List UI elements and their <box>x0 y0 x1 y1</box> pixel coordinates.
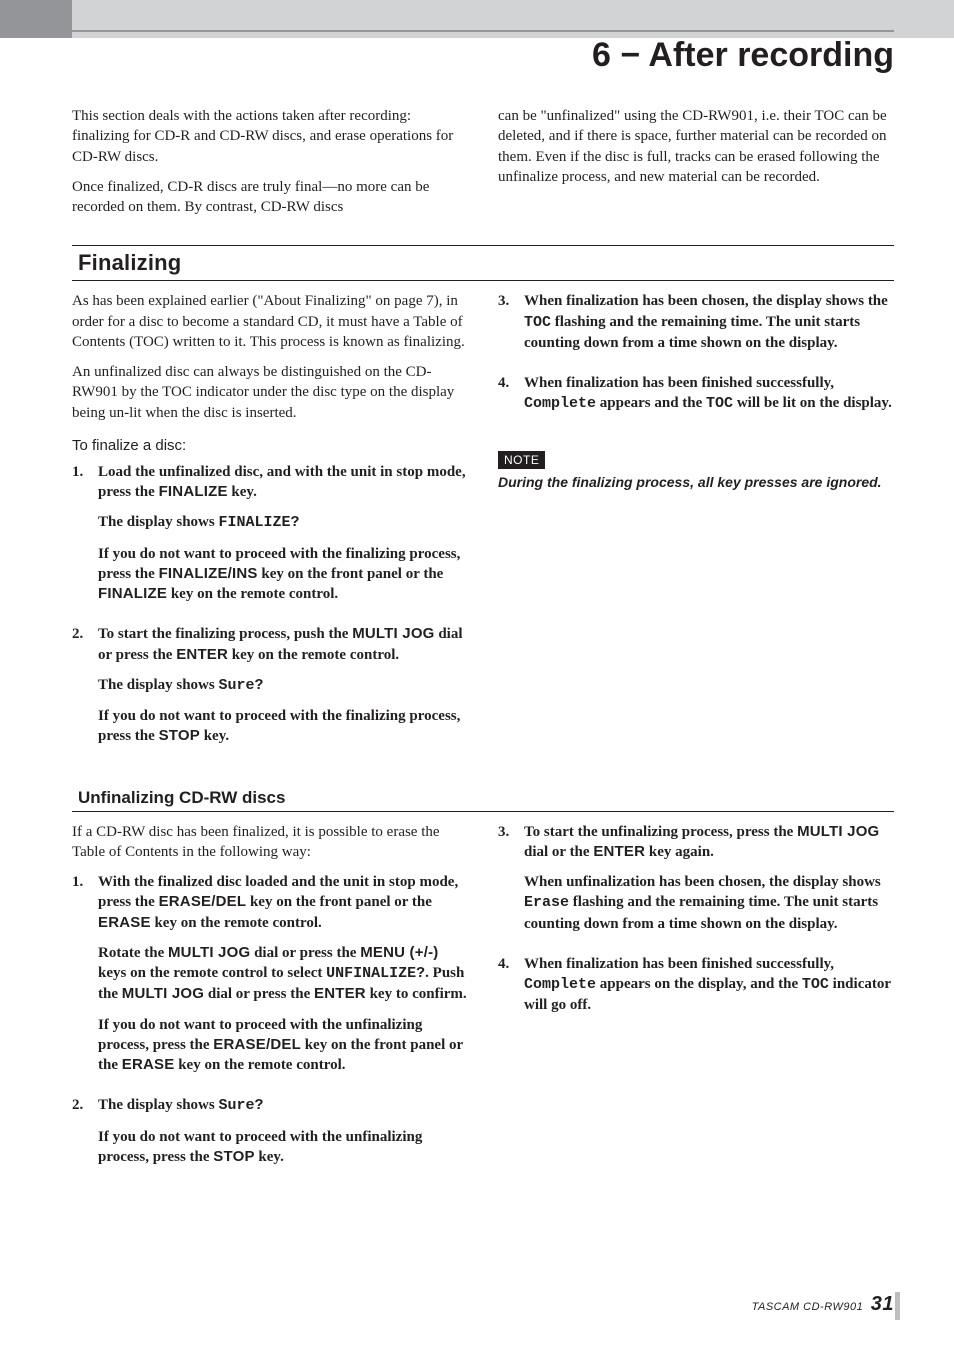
note-text: During the finalizing process, all key p… <box>498 473 894 492</box>
body-para: If a CD-RW disc has been finalized, it i… <box>72 822 468 863</box>
step-line: Load the unfinalized disc, and with the … <box>98 462 468 503</box>
step-line: The display shows Sure? <box>98 1095 468 1116</box>
body-para: As has been explained earlier ("About Fi… <box>72 291 468 352</box>
step-line: With the finalized disc loaded and the u… <box>98 872 468 933</box>
step-line: Rotate the MULTI JOG dial or press the M… <box>98 943 468 1005</box>
step: 3.To start the unfinalizing process, pre… <box>498 822 894 944</box>
step-body: With the finalized disc loaded and the u… <box>98 872 468 1085</box>
unfinalizing-left: If a CD-RW disc has been finalized, it i… <box>72 822 468 1188</box>
finalizing-steps-left: 1.Load the unfinalized disc, and with th… <box>72 462 468 757</box>
intro-para: Once finalized, CD-R discs are truly fin… <box>72 177 468 218</box>
step-body: To start the unfinalizing process, press… <box>524 822 894 944</box>
step: 4.When finalization has been finished su… <box>498 373 894 425</box>
step-line: If you do not want to proceed with the u… <box>98 1127 468 1168</box>
step: 1.With the finalized disc loaded and the… <box>72 872 468 1085</box>
finalizing-right: 3.When finalization has been chosen, the… <box>498 291 894 766</box>
unfinalizing-heading: Unfinalizing CD-RW discs <box>72 785 894 812</box>
intro-para: can be "unfinalized" using the CD-RW901,… <box>498 106 894 187</box>
note-badge: NOTE <box>498 451 545 469</box>
step-number: 3. <box>498 291 524 363</box>
footer: TASCAM CD-RW901 31 <box>752 1293 894 1316</box>
unfinalizing-right: 3.To start the unfinalizing process, pre… <box>498 822 894 1188</box>
page-number: 31 <box>871 1293 894 1315</box>
step-body: The display shows Sure? If you do not wan… <box>98 1095 468 1177</box>
finalizing-steps-right: 3.When finalization has been chosen, the… <box>498 291 894 424</box>
intro-para: This section deals with the actions take… <box>72 106 468 167</box>
step-line: When unfinalization has been chosen, the… <box>524 872 894 934</box>
step-body: Load the unfinalized disc, and with the … <box>98 462 468 615</box>
step-line: If you do not want to proceed with the f… <box>98 706 468 747</box>
step: 2.The display shows Sure? If you do not w… <box>72 1095 468 1177</box>
step-line: To start the unfinalizing process, press… <box>524 822 894 863</box>
step-number: 4. <box>498 954 524 1026</box>
intro-left: This section deals with the actions take… <box>72 106 468 227</box>
step-line: If you do not want to proceed with the f… <box>98 544 468 605</box>
step-body: When finalization has been finished succ… <box>524 373 894 425</box>
step: 1.Load the unfinalized disc, and with th… <box>72 462 468 615</box>
topbar-accent <box>0 0 72 38</box>
unfinalizing-steps-left: 1.With the finalized disc loaded and the… <box>72 872 468 1177</box>
step-line: The display shows FINALIZE? <box>98 512 468 533</box>
finalizing-left: As has been explained earlier ("About Fi… <box>72 291 468 766</box>
finalizing-columns: As has been explained earlier ("About Fi… <box>72 291 894 766</box>
step-line: To start the finalizing process, push th… <box>98 624 468 665</box>
step-number: 1. <box>72 872 98 1085</box>
footer-rule <box>895 1292 900 1320</box>
page-content: This section deals with the actions take… <box>72 106 894 1187</box>
step-number: 1. <box>72 462 98 615</box>
chapter-title: 6 − After recording <box>72 30 894 80</box>
step-body: When finalization has been finished succ… <box>524 954 894 1026</box>
footer-product: TASCAM CD-RW901 <box>752 1301 864 1313</box>
unfinalizing-steps-right: 3.To start the unfinalizing process, pre… <box>498 822 894 1026</box>
subheading: To finalize a disc: <box>72 437 468 454</box>
step-line: When finalization has been chosen, the d… <box>524 291 894 353</box>
step-body: To start the finalizing process, push th… <box>98 624 468 756</box>
step: 4.When finalization has been finished su… <box>498 954 894 1026</box>
unfinalizing-columns: If a CD-RW disc has been finalized, it i… <box>72 822 894 1188</box>
step-body: When finalization has been chosen, the d… <box>524 291 894 363</box>
step-number: 3. <box>498 822 524 944</box>
step-number: 2. <box>72 624 98 756</box>
body-para: An unfinalized disc can always be distin… <box>72 362 468 423</box>
step-number: 2. <box>72 1095 98 1177</box>
step: 2.To start the finalizing process, push … <box>72 624 468 756</box>
intro-right: can be "unfinalized" using the CD-RW901,… <box>498 106 894 227</box>
step: 3.When finalization has been chosen, the… <box>498 291 894 363</box>
step-line: The display shows Sure? <box>98 675 468 696</box>
intro-columns: This section deals with the actions take… <box>72 106 894 227</box>
step-line: When finalization has been finished succ… <box>524 373 894 415</box>
step-line: When finalization has been finished succ… <box>524 954 894 1016</box>
finalizing-heading: Finalizing <box>72 245 894 281</box>
step-line: If you do not want to proceed with the u… <box>98 1015 468 1076</box>
step-number: 4. <box>498 373 524 425</box>
